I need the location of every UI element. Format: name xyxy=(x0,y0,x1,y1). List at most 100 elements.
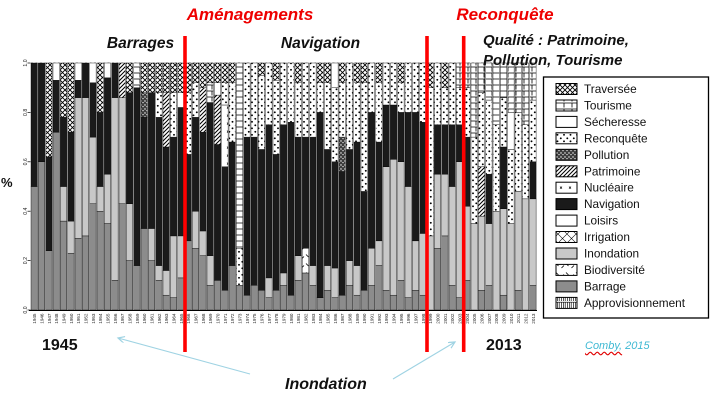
inondation-arrow-left xyxy=(118,338,251,375)
x-tick-label: 1977 xyxy=(267,313,272,324)
bar-segment-1993-Navigation xyxy=(382,104,390,167)
bar-segment-1945-Navigation xyxy=(30,62,38,187)
bar-segment-1947-Traversée xyxy=(45,62,53,158)
bar-segment-1983-Reconquête xyxy=(309,62,317,138)
bar-segment-1993-Barrage xyxy=(382,290,390,311)
bar-segment-1998-Inondation xyxy=(419,233,427,296)
inondation-annotation: Inondation xyxy=(285,376,367,393)
bar-segment-1973-Tourisme xyxy=(236,62,243,249)
bar-segment-2012-Reconquête xyxy=(522,124,529,200)
x-tick-label: 1987 xyxy=(340,313,345,324)
bar-segment-1986-Navigation xyxy=(331,161,339,269)
bar-segment-2001-Reconquête xyxy=(441,87,449,125)
bar-segment-1991-Barrage xyxy=(368,285,375,311)
bar-segment-1953-Barrage xyxy=(89,203,97,311)
bar-segment-1954-Navigation xyxy=(96,112,104,187)
x-tick-label: 1982 xyxy=(304,313,309,324)
legend-swatch-barrage-icon xyxy=(555,280,578,293)
bar-segment-1984-Reconquête xyxy=(316,82,324,113)
bar-segment-2009-Navigation xyxy=(500,146,507,209)
bar-segment-1961-Inondation xyxy=(148,228,155,261)
end-year-label: 2013 xyxy=(486,337,522,354)
bar-segment-1989-Barrage xyxy=(353,294,361,311)
bar-segment-1969-Traversée xyxy=(206,62,214,83)
bar-segment-2010-Inondation xyxy=(507,223,515,311)
bar-segment-1980-Navigation xyxy=(287,122,295,296)
legend-label: Pollution xyxy=(584,148,629,162)
bar-segment-1947-Navigation xyxy=(45,156,53,251)
bar-segment-1963-Navigation xyxy=(162,146,170,271)
period-label-barrages: Barrages xyxy=(106,35,175,52)
bar-segment-1974-Reconquête xyxy=(243,62,251,138)
bar-segment-1959-Tourisme xyxy=(133,62,141,88)
bar-segment-1988-Reconquête xyxy=(346,62,353,150)
start-year-label: 1945 xyxy=(42,337,78,354)
x-tick-label: 1992 xyxy=(377,313,382,324)
bar-segment-2011-Reconquête xyxy=(514,112,522,192)
x-tick-label: 1945 xyxy=(32,313,37,324)
bar-segment-1992-Reconquête xyxy=(375,82,383,143)
bar-segment-1971-Barrage xyxy=(221,290,229,311)
bar-segment-1972-Navigation xyxy=(228,141,236,266)
legend-swatch-biodiversite-icon xyxy=(555,263,578,276)
bar-segment-1995-Barrage xyxy=(397,280,405,311)
x-tick-label: 1965 xyxy=(179,313,184,324)
bar-segment-2007-Reconquête xyxy=(485,99,493,175)
bar-segment-1974-Navigation xyxy=(243,136,251,296)
bar-segment-1967-Traversée xyxy=(192,62,199,83)
bar-segment-1968-Traversée xyxy=(199,62,207,88)
bar-segment-1981-Traversée xyxy=(294,62,302,83)
legend-swatch-navigation-icon xyxy=(555,198,578,211)
bar-segment-1974-Barrage xyxy=(243,294,251,311)
x-tick-label: 1960 xyxy=(142,313,147,324)
bar-segment-1976-Reconquête xyxy=(258,75,265,150)
bar-segment-1951-Barrage xyxy=(74,238,82,311)
bar-segment-1964-Navigation xyxy=(170,136,177,237)
bar-segment-1979-Reconquête xyxy=(280,62,287,125)
bar-segment-1978-Traversée xyxy=(272,62,280,81)
bar-segment-1986-Inondation xyxy=(331,267,339,298)
bar-segment-1958-Inondation xyxy=(126,203,133,261)
bar-segment-1948-Navigation xyxy=(52,80,60,133)
bar-segment-1993-Inondation xyxy=(382,166,390,291)
bar-segment-1965-Barrage xyxy=(177,277,185,311)
bar-segment-1985-Reconquête xyxy=(324,82,331,150)
x-tick-label: 1968 xyxy=(201,313,206,324)
bar-segment-1973-Barrage xyxy=(236,285,243,311)
bar-segment-1965-Inondation xyxy=(177,235,185,279)
bar-segment-1954-Traversée xyxy=(96,62,104,113)
x-tick-label: 1983 xyxy=(311,313,316,324)
bar-segment-1962-Navigation xyxy=(155,117,163,266)
bar-segment-1998-Barrage xyxy=(419,294,427,311)
bar-segment-1954-Inondation xyxy=(96,186,104,212)
bar-segment-1978-Barrage xyxy=(272,290,280,311)
period-label-amenagements: Aménagements xyxy=(186,5,314,24)
bar-segment-1982-Biodiversité xyxy=(302,248,309,274)
bar-segment-1989-Inondation xyxy=(353,265,361,296)
bar-segment-2003-Inondation xyxy=(456,161,463,298)
bar-segment-2002-Inondation xyxy=(448,186,456,286)
x-tick-label: 1963 xyxy=(164,313,169,324)
x-tick-label: 1957 xyxy=(120,313,125,324)
x-tick-label: 2012 xyxy=(524,313,529,324)
y-tick-label: 1.0 xyxy=(23,59,29,66)
bar-segment-1980-Barrage xyxy=(287,294,295,311)
bar-segment-1970-Barrage xyxy=(214,280,221,311)
citation: Comby, 2015 xyxy=(585,328,650,352)
bar-segment-1978-Navigation xyxy=(272,154,280,291)
x-tick-label: 1962 xyxy=(157,313,162,324)
bar-segment-1967-Inondation xyxy=(192,210,199,249)
bar-segment-2002-Navigation xyxy=(448,124,456,187)
bar-segment-1949-Barrage xyxy=(60,220,67,311)
bar-segment-1986-Barrage xyxy=(331,297,339,311)
bar-segment-1955-Navigation xyxy=(104,77,111,175)
x-tick-label: 1959 xyxy=(135,313,140,324)
bar-segment-1958-Barrage xyxy=(126,260,133,311)
bar-segment-1964-Reconquête xyxy=(170,92,177,138)
legend-label: Nucléaire xyxy=(584,181,634,195)
bar-segment-2002-Barrage xyxy=(448,285,456,311)
bar-segment-2000-Barrage xyxy=(434,248,441,311)
bar-segment-2013-Tourisme xyxy=(529,62,537,101)
bar-segment-1950-Navigation xyxy=(67,131,75,222)
